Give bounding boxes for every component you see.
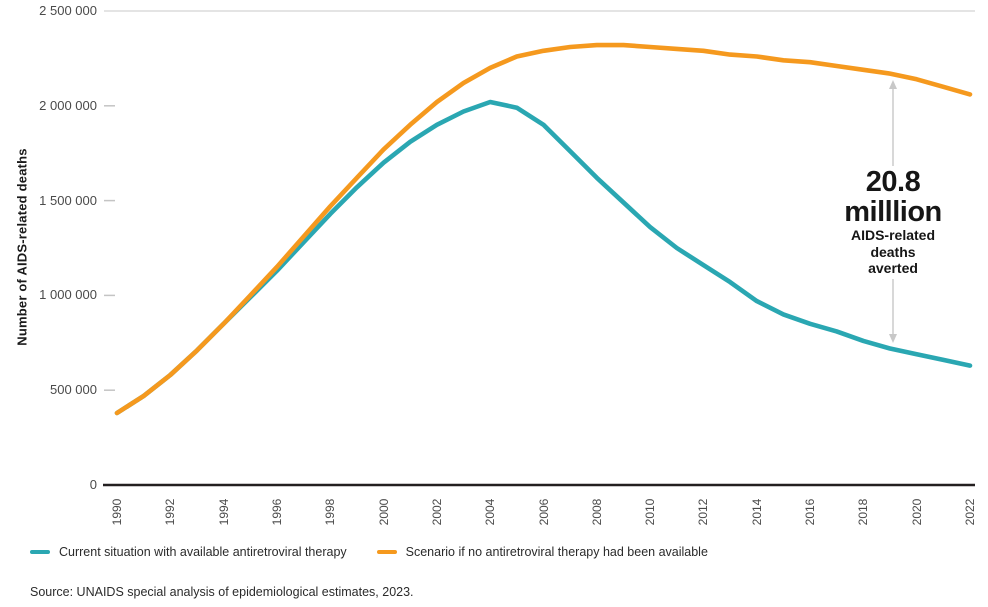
x-tick-label: 2012 bbox=[696, 498, 711, 526]
y-tick-marks bbox=[104, 105, 115, 391]
y-tick-label: 1 500 000 bbox=[39, 192, 97, 208]
annotation-unit: milllion bbox=[844, 195, 942, 228]
x-tick-label: 2010 bbox=[643, 498, 658, 526]
y-tick-label: 1 000 000 bbox=[39, 287, 97, 303]
arrow-down-head bbox=[889, 334, 897, 343]
x-tick-label: 1998 bbox=[323, 498, 338, 526]
x-tick-label: 2018 bbox=[856, 498, 871, 526]
x-tick-label: 1992 bbox=[163, 498, 178, 526]
annotation-caption-1: AIDS-related bbox=[850, 227, 936, 244]
y-tick-label: 2 500 000 bbox=[39, 3, 97, 18]
x-tick-label: 2004 bbox=[483, 498, 498, 526]
y-tick-label: 500 000 bbox=[50, 382, 97, 398]
legend-swatch bbox=[376, 550, 397, 554]
x-tick-label: 2022 bbox=[963, 498, 977, 526]
x-tick-label: 1990 bbox=[110, 498, 124, 526]
y-tick-label: 2 000 000 bbox=[39, 97, 97, 113]
x-tick-label: 2002 bbox=[429, 498, 444, 526]
legend-item: Current situation with available antiret… bbox=[30, 545, 347, 559]
series-line-1 bbox=[114, 42, 973, 416]
legend-label: Scenario if no antiretroviral therapy ha… bbox=[405, 545, 708, 559]
source-note: Source: UNAIDS special analysis of epide… bbox=[30, 585, 414, 599]
arrow-up-head bbox=[889, 80, 897, 89]
x-tick-label: 1996 bbox=[269, 498, 284, 526]
y-tick-label: 0 bbox=[89, 477, 97, 492]
x-tick-label: 2016 bbox=[803, 498, 818, 526]
chart-svg bbox=[103, 10, 975, 487]
x-tick-label: 2006 bbox=[536, 498, 551, 526]
legend-item: Scenario if no antiretroviral therapy ha… bbox=[376, 545, 708, 559]
x-tick-label: 2008 bbox=[589, 498, 604, 526]
x-tick-label: 2020 bbox=[909, 498, 924, 526]
annotation-caption-2: deaths averted bbox=[868, 243, 918, 277]
x-tick-label: 2000 bbox=[376, 498, 391, 526]
series-lines bbox=[114, 42, 973, 416]
deaths-averted-annotation: 20.8 milllion AIDS-related deaths averte… bbox=[836, 166, 950, 279]
annotation-value: 20.8 bbox=[865, 166, 921, 198]
legend-swatch bbox=[30, 550, 50, 554]
legend: Current situation with available antiret… bbox=[30, 545, 708, 559]
legend-label: Current situation with available antiret… bbox=[59, 545, 347, 559]
x-tick-label: 1994 bbox=[216, 498, 231, 526]
x-tick-label: 2014 bbox=[749, 498, 764, 526]
